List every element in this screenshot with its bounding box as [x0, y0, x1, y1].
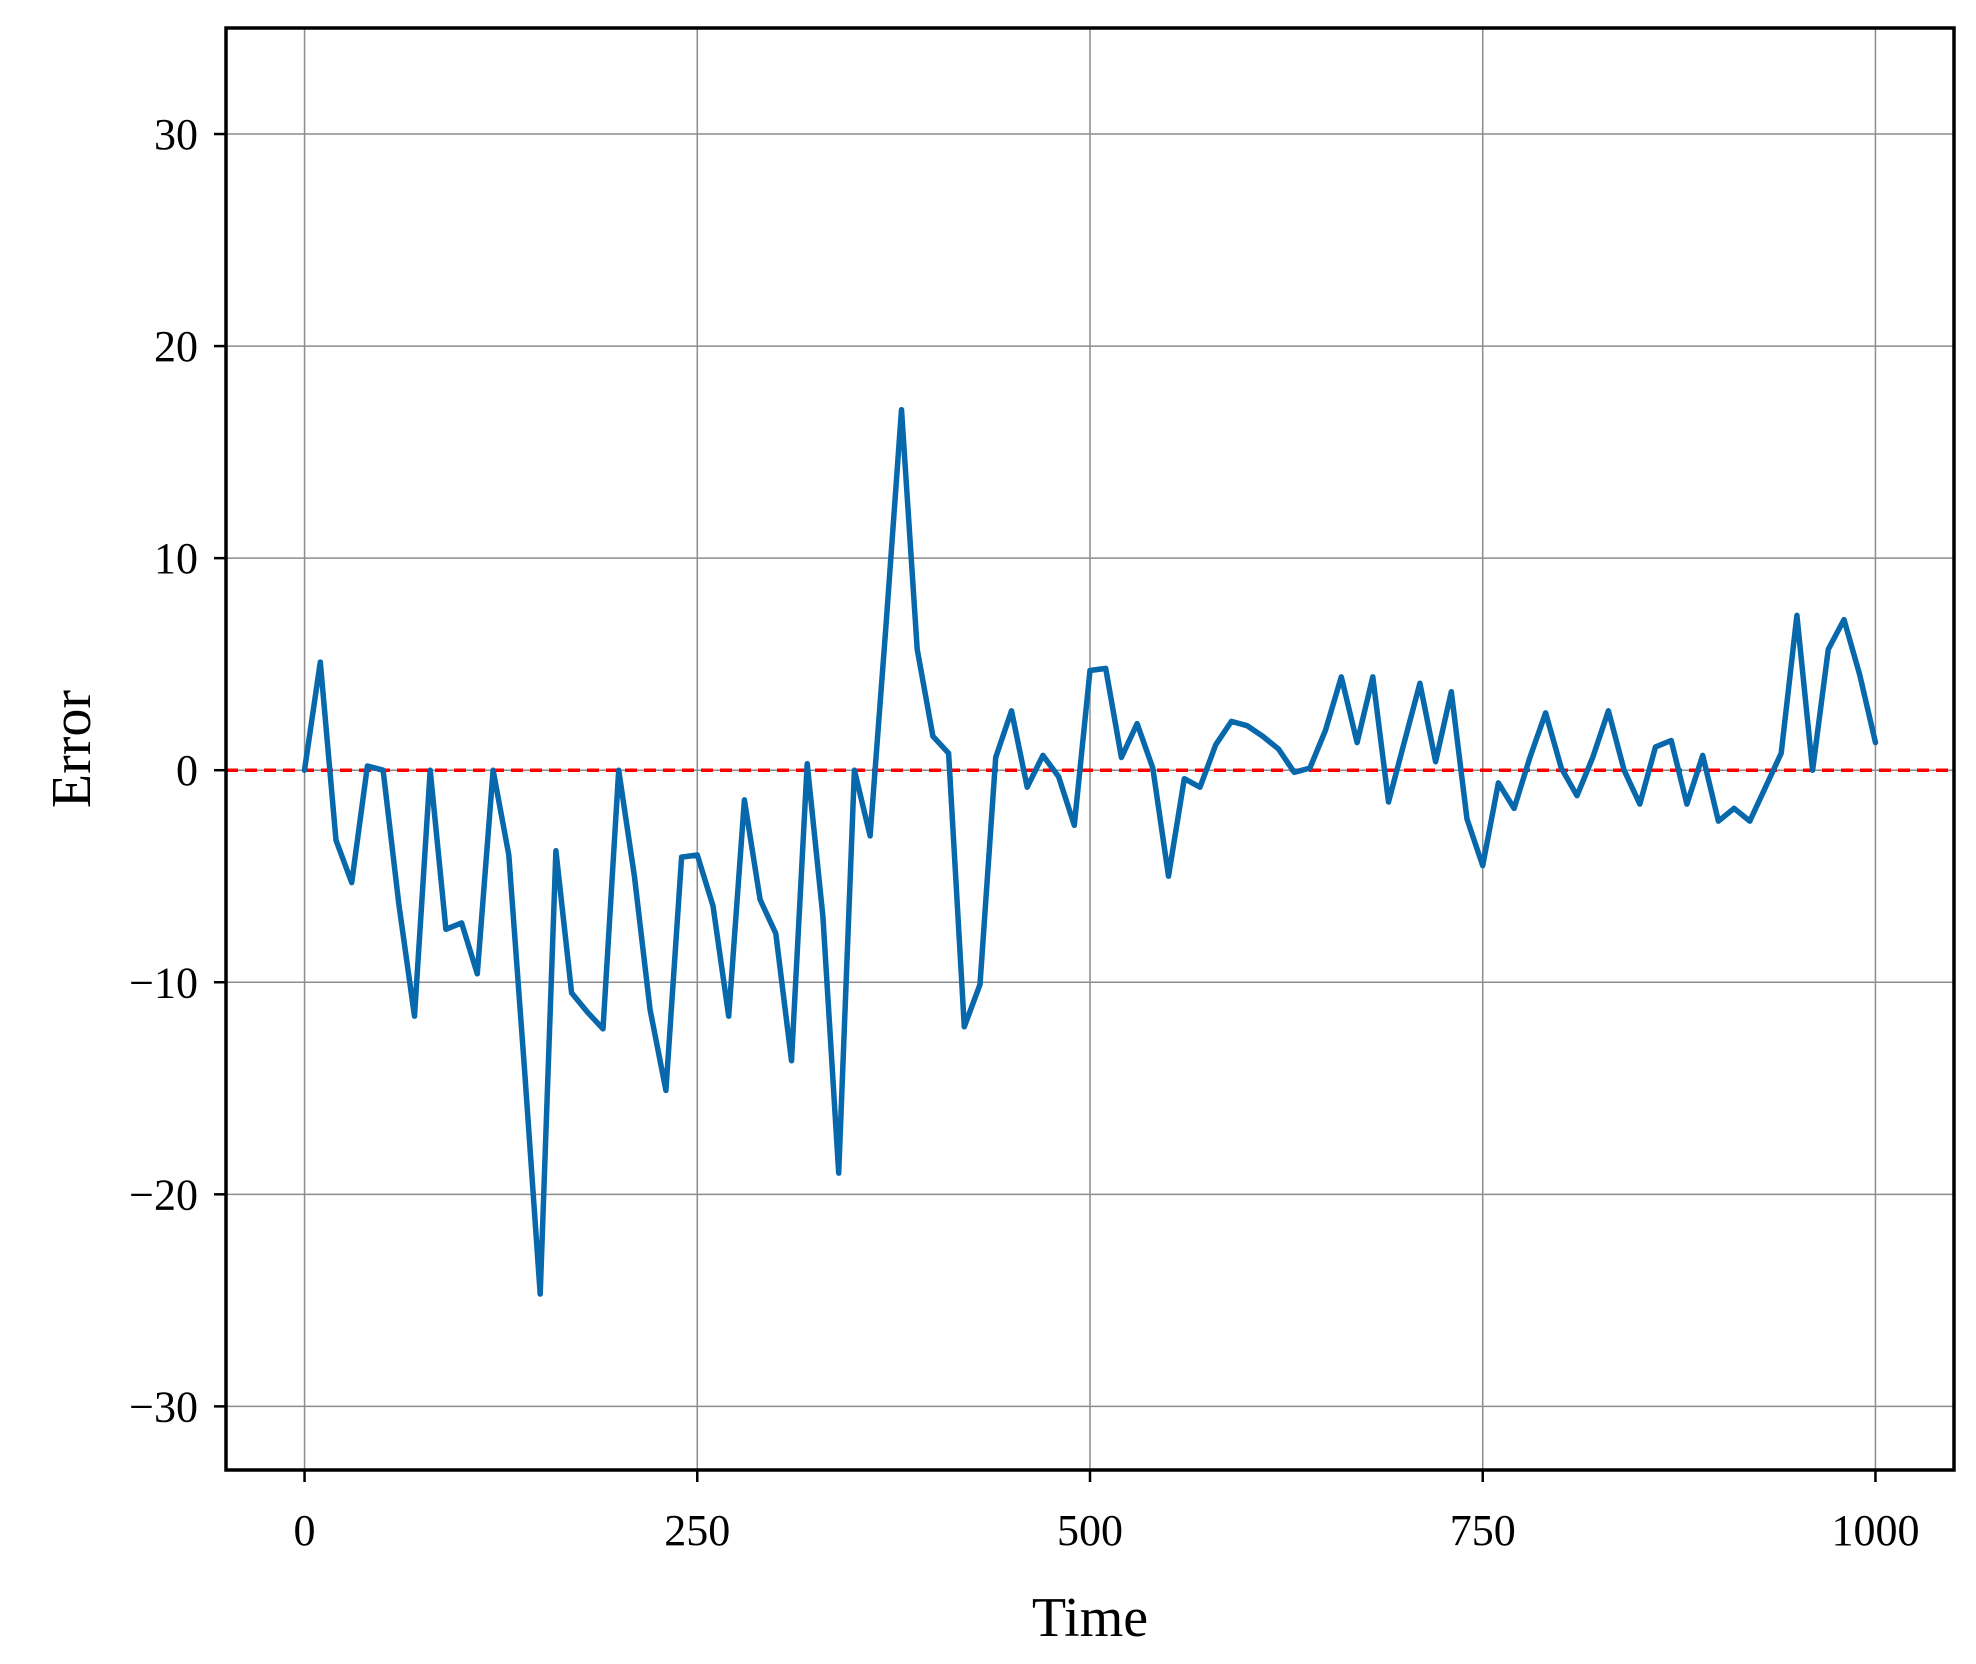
series-line — [301, 406, 1879, 1297]
x-tick-label: 750 — [1450, 1506, 1516, 1555]
y-tick-label: −30 — [129, 1382, 198, 1431]
y-tick-label: 20 — [154, 322, 198, 371]
x-tick-label: 500 — [1057, 1506, 1123, 1555]
y-tick-label: 0 — [176, 746, 198, 795]
y-tick-labels: −30 −20 −10 0 10 20 30 — [129, 110, 198, 1431]
x-tick-label: 250 — [664, 1506, 730, 1555]
x-axis-title: Time — [1032, 1587, 1148, 1649]
y-tick-label: 30 — [154, 110, 198, 159]
x-tick-label: 0 — [294, 1506, 316, 1555]
grid-lines — [226, 28, 1954, 1470]
y-axis-title: Error — [41, 690, 103, 809]
axis-ticks — [214, 132, 1877, 1482]
y-tick-label: −10 — [129, 958, 198, 1007]
y-tick-label: 10 — [154, 534, 198, 583]
y-tick-label: −20 — [129, 1170, 198, 1219]
error-series — [301, 406, 1879, 1297]
x-tick-label: 1000 — [1831, 1506, 1919, 1555]
x-tick-labels: 0 250 500 750 1000 — [294, 1506, 1920, 1555]
